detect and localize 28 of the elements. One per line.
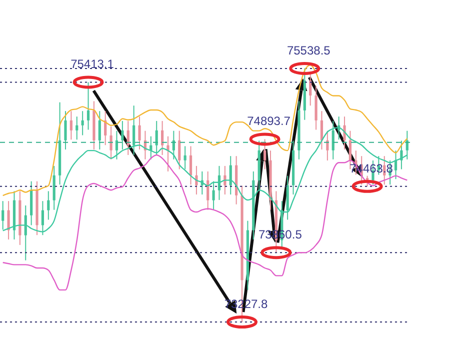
candlestick <box>184 146 186 170</box>
candlestick <box>348 130 352 170</box>
candlestick <box>400 140 403 170</box>
candlestick <box>86 82 90 130</box>
candlestick <box>166 136 170 172</box>
candlestick <box>115 130 118 160</box>
candlestick <box>98 110 101 150</box>
candlestick <box>320 110 324 150</box>
candlestick <box>394 150 398 180</box>
candlestick <box>64 110 67 150</box>
candlestick <box>178 130 181 170</box>
candlestick <box>81 110 84 136</box>
annotation: 75413.1 <box>70 57 114 72</box>
candlestick <box>47 190 50 220</box>
candlestick <box>138 116 141 150</box>
candlestick <box>189 146 192 186</box>
candlestick <box>263 138 266 170</box>
candlestick <box>160 120 164 156</box>
candlestick <box>70 110 72 140</box>
candlestick <box>7 200 10 240</box>
candlestick <box>343 116 346 150</box>
candlestick <box>195 165 198 195</box>
candlestick <box>126 120 130 156</box>
candlestick <box>110 126 112 160</box>
candlestick <box>76 116 78 140</box>
annotation: 74893.7 <box>247 114 291 128</box>
annotation: 75538.5 <box>286 43 331 58</box>
candlestick <box>212 180 215 210</box>
